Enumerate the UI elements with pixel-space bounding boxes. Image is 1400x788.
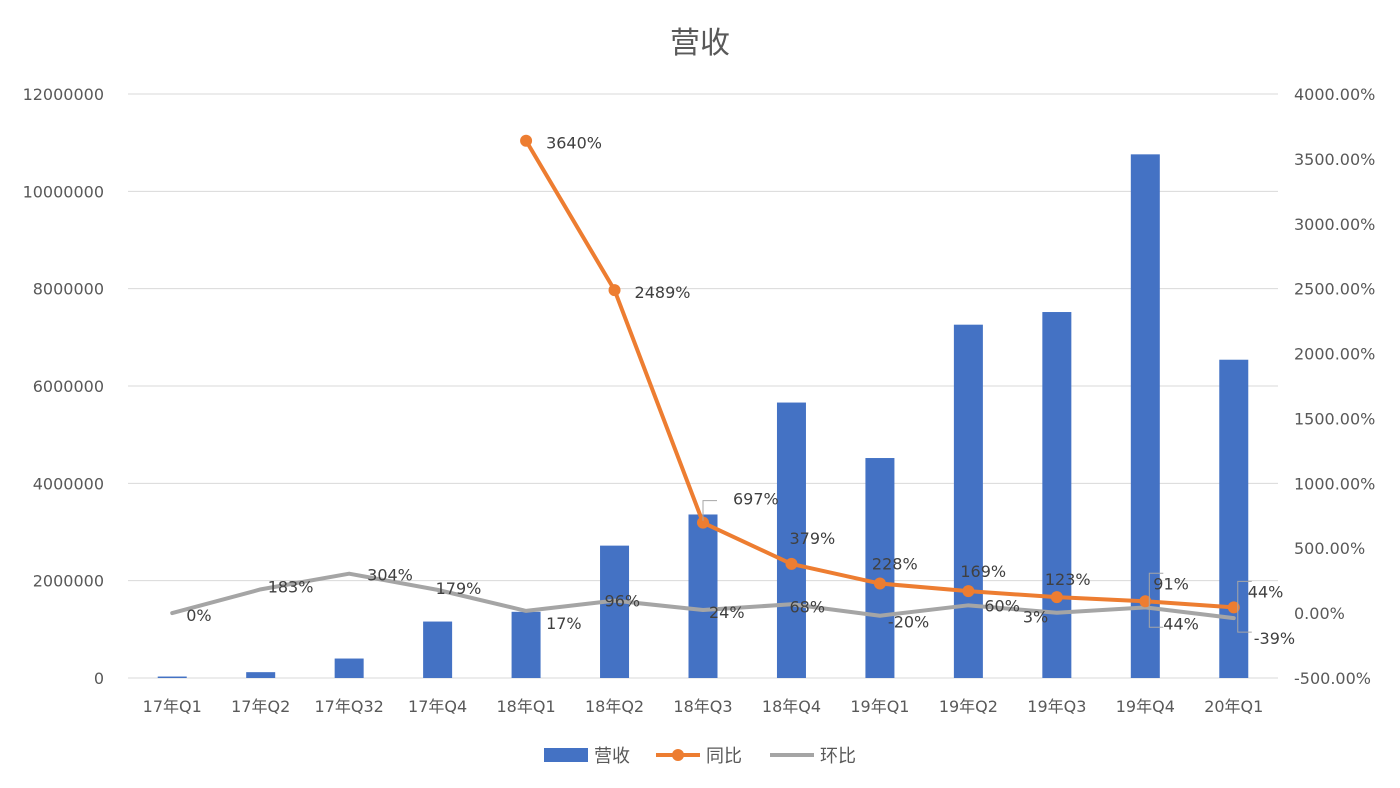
yoy-marker <box>1227 601 1240 614</box>
yoy-data-label: 2489% <box>635 283 691 302</box>
revenue-bar <box>511 611 541 678</box>
right-tick-label: 1000.00% <box>1294 474 1375 493</box>
yoy-marker <box>873 577 886 590</box>
left-tick-label: 2000000 <box>33 572 104 591</box>
x-tick-label: 18年Q4 <box>762 697 821 716</box>
mom-data-label: -39% <box>1254 629 1295 648</box>
left-tick-label: 8000000 <box>33 280 104 299</box>
mom-data-label: -20% <box>888 613 929 632</box>
mom-line <box>170 571 1236 621</box>
yoy-marker <box>1139 595 1152 608</box>
yoy-marker <box>785 557 798 570</box>
left-axis-ticks: 0 2000000 4000000 6000000 8000000 10000000 120… <box>23 85 104 688</box>
revenue-bar <box>865 458 895 678</box>
bar-series <box>157 154 1249 678</box>
revenue-bar <box>423 621 453 678</box>
x-tick-label: 18年Q3 <box>673 697 732 716</box>
label-leader-line <box>1237 580 1252 633</box>
right-tick-label: -500.00% <box>1294 669 1371 688</box>
mom-data-label: 304% <box>367 566 413 585</box>
yoy-data-label: 3640% <box>546 134 602 153</box>
legend-marker-yoy <box>672 749 684 761</box>
yoy-marker <box>1050 591 1063 604</box>
x-tick-label: 17年Q32 <box>314 697 383 716</box>
yoy-data-label: 123% <box>1045 570 1091 589</box>
mom-data-label: 179% <box>436 579 482 598</box>
yoy-data-label: 697% <box>733 490 779 509</box>
mom-data-label: 0% <box>186 606 211 625</box>
revenue-bar <box>600 545 630 678</box>
right-tick-label: 3000.00% <box>1294 215 1375 234</box>
yoy-data-label: 44% <box>1248 582 1284 601</box>
right-tick-label: 0.00% <box>1294 604 1345 623</box>
yoy-data-label: 228% <box>872 555 918 574</box>
mom-data-label: 183% <box>268 577 314 596</box>
mom-data-label: 68% <box>789 597 825 616</box>
legend-swatch-revenue <box>544 748 588 762</box>
revenue-bar <box>776 402 806 678</box>
x-tick-label: 18年Q2 <box>585 697 644 716</box>
label-leader-line <box>1148 572 1164 628</box>
yoy-data-label: 169% <box>960 562 1006 581</box>
right-tick-label: 1500.00% <box>1294 409 1375 428</box>
right-tick-label: 2000.00% <box>1294 345 1375 364</box>
x-tick-label: 17年Q4 <box>408 697 467 716</box>
x-tick-label: 19年Q4 <box>1116 697 1175 716</box>
x-tick-label: 17年Q2 <box>231 697 290 716</box>
mom-data-label: 60% <box>984 596 1020 615</box>
yoy-data-label: 379% <box>789 529 835 548</box>
revenue-bar <box>1219 359 1249 678</box>
x-tick-label: 19年Q2 <box>939 697 998 716</box>
data-labels: 3640% 2489% 697% 379% 228% 169% 123% 91% 44% 0% 18… <box>186 134 1295 648</box>
revenue-bar <box>246 672 276 678</box>
mom-data-label: 24% <box>709 603 745 622</box>
mom-data-label: 17% <box>546 614 582 633</box>
legend-label-revenue: 营收 <box>594 746 630 767</box>
mom-data-label: 96% <box>605 592 641 611</box>
right-tick-label: 3500.00% <box>1294 150 1375 169</box>
x-tick-label: 19年Q3 <box>1027 697 1086 716</box>
yoy-marker <box>520 134 533 147</box>
revenue-bar <box>953 324 983 678</box>
left-tick-label: 4000000 <box>33 474 104 493</box>
right-tick-label: 4000.00% <box>1294 85 1375 104</box>
x-tick-label: 17年Q1 <box>143 697 202 716</box>
yoy-marker <box>697 516 709 529</box>
yoy-data-label: 91% <box>1153 574 1189 593</box>
revenue-bar <box>1042 312 1072 678</box>
x-axis-ticks: 17年Q1 17年Q2 17年Q32 17年Q4 18年Q1 18年Q2 18年Q3 18年Q… <box>143 697 1264 716</box>
legend-label-mom: 环比 <box>820 746 856 767</box>
left-tick-label: 0 <box>94 669 104 688</box>
x-tick-label: 19年Q1 <box>850 697 909 716</box>
left-tick-label: 10000000 <box>23 182 104 201</box>
mom-data-label: 44% <box>1163 614 1199 633</box>
legend-label-yoy: 同比 <box>706 746 742 767</box>
right-axis-ticks: -500.00% 0.00% 500.00% 1000.00% 1500.00% 2000… <box>1294 85 1375 688</box>
x-tick-label: 18年Q1 <box>497 697 556 716</box>
left-tick-label: 12000000 <box>23 85 104 104</box>
right-tick-label: 500.00% <box>1294 539 1365 558</box>
revenue-bar <box>334 658 364 678</box>
yoy-marker <box>962 585 975 598</box>
line-series <box>170 134 1240 621</box>
revenue-bar <box>1130 154 1160 678</box>
revenue-bar <box>157 676 187 678</box>
mom-data-label: 3% <box>1023 608 1048 627</box>
chart-title: 营收 <box>670 26 730 61</box>
revenue-bar <box>688 514 718 678</box>
left-tick-label: 6000000 <box>33 377 104 396</box>
x-tick-label: 20年Q1 <box>1204 697 1263 716</box>
yoy-marker <box>608 284 621 297</box>
label-leader-line <box>702 500 717 521</box>
right-tick-label: 2500.00% <box>1294 280 1375 299</box>
legend: 营收 同比 环比 <box>544 746 856 767</box>
